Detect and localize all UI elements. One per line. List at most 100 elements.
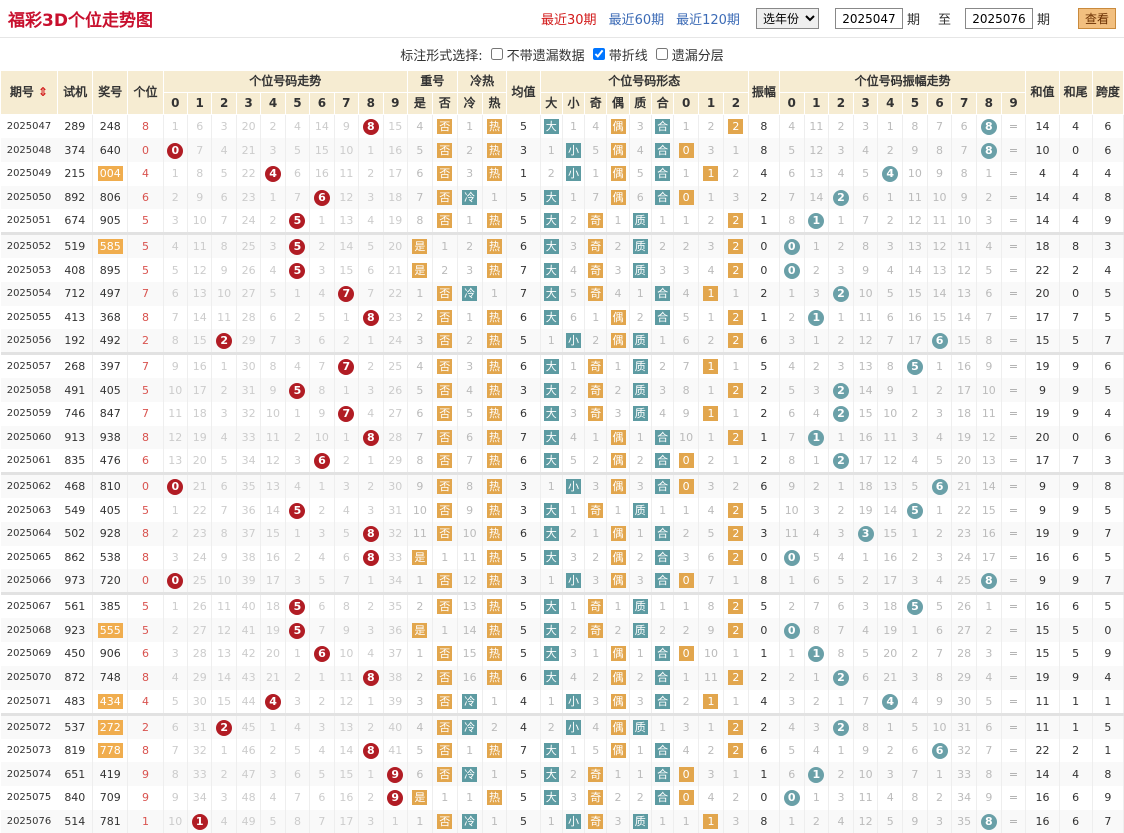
cell-trend: 7 xyxy=(334,569,358,594)
cell-even: 偶 xyxy=(607,186,629,210)
cell-repeat-yes: 1 xyxy=(408,810,433,833)
cell-trend: 9 xyxy=(334,115,358,139)
cell-amp-trend: 8 xyxy=(977,329,1002,354)
cell-amp-trend: 4 xyxy=(829,162,854,186)
cell-prime: 1 xyxy=(629,522,651,546)
hit-ball: 8 xyxy=(363,743,379,759)
checkbox-polyline[interactable] xyxy=(593,48,605,60)
cell-avg: 3 xyxy=(507,378,540,402)
cell-sj: 483 xyxy=(57,690,92,715)
cell-trend: 7 xyxy=(334,402,358,426)
cell-trend: 2 xyxy=(212,762,236,786)
cell-trend: 6 xyxy=(163,714,187,739)
cell-amp-trend: 1 xyxy=(977,162,1002,186)
cell-trend: 11 xyxy=(334,162,358,186)
header-issue[interactable]: 期号 ⇕ xyxy=(1,71,58,115)
cell-cold: 3 xyxy=(457,354,482,379)
cell-small: 4 xyxy=(562,258,584,282)
link-recent-30[interactable]: 最近30期 xyxy=(541,9,597,28)
cell-sj: 561 xyxy=(57,594,92,619)
cell-composite: 1 xyxy=(651,209,673,234)
year-select[interactable]: 选年份 xyxy=(756,8,819,29)
cell-even: 偶 xyxy=(607,569,629,594)
cell-trend: 7 xyxy=(163,306,187,330)
cell-remainder: 2 xyxy=(674,690,699,715)
cell-repeat-no: 1 xyxy=(432,546,457,570)
cell-composite: 合 xyxy=(651,186,673,210)
cell-amp-trend: 3 xyxy=(829,354,854,379)
cell-small: 小 xyxy=(562,810,584,833)
cell-trend: 8 xyxy=(310,378,334,402)
cell-remainder: 1 xyxy=(699,186,724,210)
query-button[interactable]: 查看 xyxy=(1078,8,1116,29)
cell-trend: 6 xyxy=(334,546,358,570)
cell-avg: 5 xyxy=(507,546,540,570)
cell-repeat-no: 否 xyxy=(432,762,457,786)
cell-odd: 奇 xyxy=(585,786,607,810)
link-recent-120[interactable]: 最近120期 xyxy=(676,9,740,28)
cell-jh: 928 xyxy=(93,522,128,546)
cell-prime: 3 xyxy=(629,115,651,139)
option-layer[interactable]: 遗漏分层 xyxy=(656,45,724,64)
cell-amp-trend: 8 xyxy=(779,209,804,234)
issue-from-input[interactable] xyxy=(835,8,903,29)
cell-even: 1 xyxy=(607,354,629,379)
cell-big: 大 xyxy=(540,402,562,426)
cell-trend: 6 xyxy=(261,306,285,330)
cell-trend: 2 xyxy=(212,378,236,402)
issue-to-input[interactable] xyxy=(965,8,1033,29)
option-polyline[interactable]: 带折线 xyxy=(593,45,648,64)
cell-amp-trend: 4 xyxy=(779,115,804,139)
cell-trend: 10 xyxy=(212,569,236,594)
cell-issue: 2025067 xyxy=(1,594,58,619)
cell-repeat-yes: 5 xyxy=(408,739,433,763)
cell-issue: 2025072 xyxy=(1,714,58,739)
cell-amp-trend: 1 xyxy=(779,642,804,666)
cell-tail: 6 xyxy=(1059,594,1092,619)
cell-avg: 5 xyxy=(507,209,540,234)
cell-repeat-yes: 9 xyxy=(408,474,433,499)
cell-trend: 3 xyxy=(285,690,309,715)
cell-cold: 1 xyxy=(457,786,482,810)
cell-trend: 1 xyxy=(285,402,309,426)
option-no-miss[interactable]: 不带遗漏数据 xyxy=(491,45,585,64)
cell-trend: 4 xyxy=(285,474,309,499)
cell-odd: 奇 xyxy=(585,810,607,833)
cell-issue: 2025059 xyxy=(1,402,58,426)
checkbox-layer[interactable] xyxy=(656,48,668,60)
cell-amp-trend: 2 xyxy=(829,234,854,259)
cell-sj: 746 xyxy=(57,402,92,426)
checkbox-no-miss[interactable] xyxy=(491,48,503,60)
cell-amp-trend: = xyxy=(1001,569,1026,594)
cell-trend: 27 xyxy=(188,618,212,642)
cell-composite: 2 xyxy=(651,618,673,642)
cell-pos: 5 xyxy=(128,234,163,259)
cell-trend: 5 xyxy=(310,762,334,786)
cell-sum: 19 xyxy=(1026,402,1059,426)
cell-trend: 25 xyxy=(236,234,260,259)
cell-pos: 5 xyxy=(128,498,163,522)
cell-jh: 004 xyxy=(93,162,128,186)
cell-amp-trend: 8 xyxy=(977,810,1002,833)
link-recent-60[interactable]: 最近60期 xyxy=(609,9,665,28)
cell-amp: 5 xyxy=(748,594,779,619)
cell-repeat-no: 否 xyxy=(432,498,457,522)
cell-trend: 24 xyxy=(188,546,212,570)
cell-remainder: 2 xyxy=(723,714,748,739)
header-jh: 奖号 xyxy=(93,71,128,115)
cell-sj: 215 xyxy=(57,162,92,186)
cell-trend: 9 xyxy=(212,546,236,570)
cell-trend: 1 xyxy=(163,498,187,522)
cell-sum: 14 xyxy=(1026,115,1059,139)
cell-sj: 872 xyxy=(57,666,92,690)
cell-trend: 1 xyxy=(359,449,383,474)
cell-big: 大 xyxy=(540,282,562,306)
cell-small: 小 xyxy=(562,474,584,499)
cell-trend: 1 xyxy=(163,594,187,619)
amp-ball: 8 xyxy=(981,143,997,159)
cell-prime: 质 xyxy=(629,594,651,619)
cell-prime: 质 xyxy=(629,618,651,642)
cell-trend: 8 xyxy=(261,354,285,379)
